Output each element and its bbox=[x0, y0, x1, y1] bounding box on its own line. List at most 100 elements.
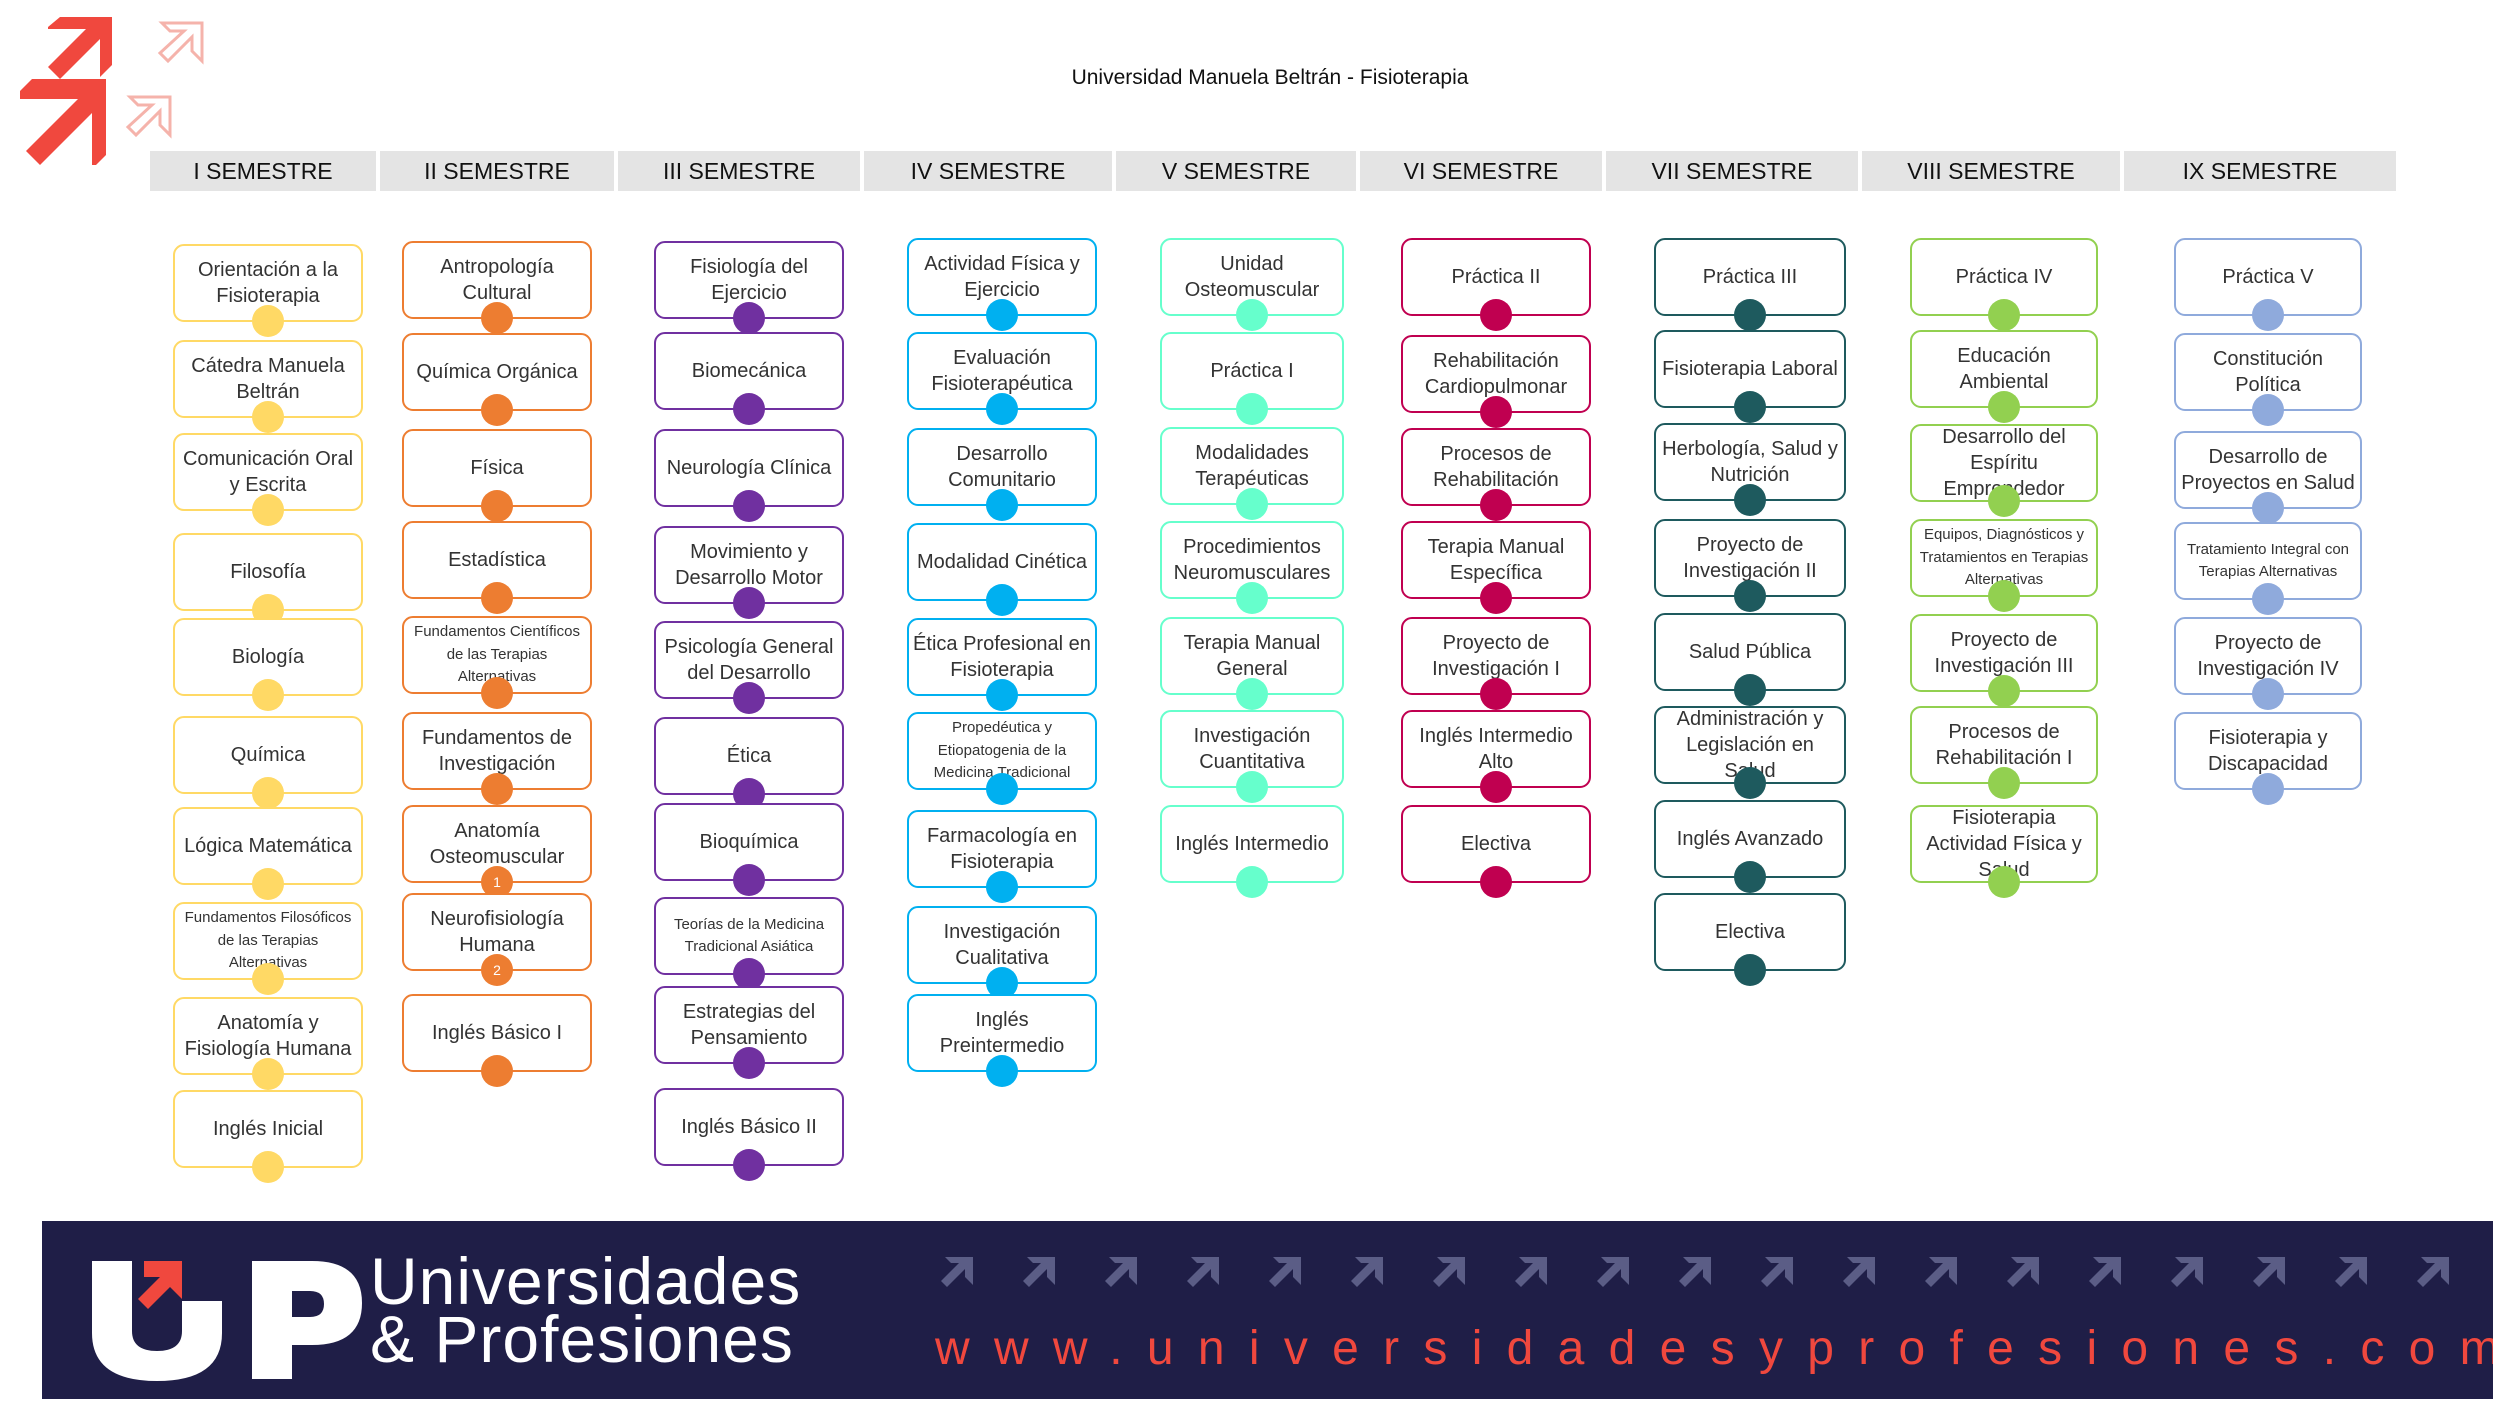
decorative-arrow-icon bbox=[1679, 1257, 1711, 1287]
course-connector-dot bbox=[1236, 582, 1268, 614]
semester-header-3: III SEMESTRE bbox=[618, 151, 864, 191]
course-connector-dot bbox=[481, 582, 513, 614]
course-connector-dot bbox=[1734, 391, 1766, 423]
course-name: Actividad Física y Ejercicio bbox=[924, 253, 1080, 301]
course-connector-dot bbox=[986, 393, 1018, 425]
course-card: Movimiento y Desarrollo Motor bbox=[654, 526, 844, 619]
course-card: Inglés Básico II bbox=[654, 1088, 844, 1181]
course-name: Proyecto de Investigación II bbox=[1683, 534, 1817, 582]
course-name: Inglés Intermedio Alto bbox=[1419, 725, 1573, 773]
page-title: Universidad Manuela Beltrán - Fisioterap… bbox=[1071, 66, 1469, 89]
course-name: Práctica III bbox=[1702, 266, 1798, 288]
course-connector-dot bbox=[1480, 489, 1512, 521]
course-card: Neurología Clínica bbox=[654, 429, 844, 522]
course-connector-dot bbox=[986, 299, 1018, 331]
course-card: Investigación Cualitativa bbox=[907, 906, 1097, 999]
course-card: Inglés Intermedio bbox=[1160, 805, 1344, 898]
course-name: Inglés Intermedio bbox=[1175, 833, 1329, 855]
course-card: Práctica III bbox=[1654, 238, 1846, 331]
course-name: Ética bbox=[726, 745, 772, 767]
course-card: Bioquímica bbox=[654, 803, 844, 896]
course-card: Estrategias del Pensamiento bbox=[654, 986, 844, 1079]
course-name: Terapia Manual Específica bbox=[1427, 536, 1565, 584]
course-connector-dot bbox=[1480, 396, 1512, 428]
semester-header-7: VII SEMESTRE bbox=[1606, 151, 1862, 191]
course-name: Estadística bbox=[448, 549, 546, 571]
course-card: Procedimientos Neuromusculares bbox=[1160, 521, 1344, 614]
course-connector-dot bbox=[733, 587, 765, 619]
course-card: Procesos de Rehabilitación I bbox=[1910, 706, 2098, 799]
course-name: Investigación Cuantitativa bbox=[1193, 725, 1311, 773]
course-card: Propedéutica y Etiopatogenia de la Medic… bbox=[907, 712, 1097, 805]
course-connector-dot bbox=[986, 489, 1018, 521]
course-name: Fundamentos Filosóficos de las Terapias … bbox=[184, 909, 352, 971]
course-card: Salud Pública bbox=[1654, 613, 1846, 706]
semester-header-2: II SEMESTRE bbox=[380, 151, 618, 191]
course-card: Neurofisiología Humana 2 bbox=[402, 893, 592, 986]
course-card: Química Orgánica bbox=[402, 333, 592, 426]
footer-banner: Universidades & Profesiones www.universi… bbox=[42, 1221, 2493, 1399]
decorative-arrow-icon bbox=[1023, 1257, 1055, 1287]
course-connector-dot bbox=[1480, 678, 1512, 710]
course-name: Desarrollo Comunitario bbox=[948, 443, 1056, 491]
course-name: Práctica V bbox=[2222, 266, 2314, 288]
course-card: Herbología, Salud y Nutrición bbox=[1654, 423, 1846, 516]
course-name: Tratamiento Integral con Terapias Altern… bbox=[2186, 540, 2350, 581]
course-card: Equipos, Diagnósticos y Tratamientos en … bbox=[1910, 519, 2098, 612]
course-card: Biomecánica bbox=[654, 332, 844, 425]
semester-header-5: V SEMESTRE bbox=[1116, 151, 1360, 191]
course-connector-dot bbox=[481, 773, 513, 805]
course-connector-dot bbox=[986, 871, 1018, 903]
course-connector-dot bbox=[252, 1151, 284, 1183]
course-card: Lógica Matemática bbox=[173, 807, 363, 900]
course-name: Antropología Cultural bbox=[440, 256, 554, 304]
course-connector-dot bbox=[1734, 674, 1766, 706]
course-card: Práctica II bbox=[1401, 238, 1591, 331]
decorative-arrow-icon bbox=[2007, 1257, 2039, 1287]
decorative-arrow-icon bbox=[1105, 1257, 1137, 1287]
semester-header-bar: I SEMESTRE II SEMESTRE III SEMESTRE IV SEME… bbox=[150, 151, 2400, 191]
course-card: Fisioterapia y Discapacidad bbox=[2174, 712, 2362, 805]
course-connector-dot bbox=[986, 773, 1018, 805]
course-connector-dot bbox=[1734, 767, 1766, 799]
course-card: Constitución Política bbox=[2174, 333, 2362, 426]
course-name: Administración y Legislación en Salud bbox=[1676, 708, 1824, 782]
course-name: Herbología, Salud y Nutrición bbox=[1662, 438, 1838, 486]
course-card: Modalidad Cinética bbox=[907, 523, 1097, 616]
decorative-arrow-icon bbox=[941, 1257, 973, 1287]
course-connector-dot bbox=[986, 967, 1018, 999]
course-name: Comunicación Oral y Escrita bbox=[182, 448, 354, 496]
course-connector-dot bbox=[1236, 771, 1268, 803]
course-connector-dot bbox=[733, 490, 765, 522]
course-name: Proyecto de Investigación III bbox=[1934, 629, 2074, 677]
course-connector-dot bbox=[733, 958, 765, 990]
course-name: Teorías de la Medicina Tradicional Asiát… bbox=[673, 915, 825, 956]
course-card: Farmacología en Fisioterapia bbox=[907, 810, 1097, 903]
course-name: Fisiología del Ejercicio bbox=[690, 256, 808, 304]
course-name: Procedimientos Neuromusculares bbox=[1173, 536, 1331, 584]
course-connector-dot bbox=[1236, 299, 1268, 331]
course-connector-dot bbox=[252, 679, 284, 711]
course-card: Proyecto de Investigación IV bbox=[2174, 617, 2362, 710]
prerequisite-badge: 1 bbox=[481, 866, 513, 898]
course-card: Biología bbox=[173, 618, 363, 711]
website-url-link[interactable]: www.universidadesyprofesiones.com bbox=[935, 1322, 2493, 1375]
course-connector-dot bbox=[1480, 582, 1512, 614]
course-connector-dot bbox=[986, 679, 1018, 711]
course-name: Inglés Básico II bbox=[681, 1116, 817, 1138]
course-connector-dot bbox=[252, 305, 284, 337]
course-name: Propedéutica y Etiopatogenia de la Medic… bbox=[933, 719, 1071, 782]
course-connector-dot bbox=[2252, 678, 2284, 710]
course-card: Educación Ambiental bbox=[1910, 330, 2098, 423]
course-connector-dot bbox=[733, 864, 765, 896]
decorative-arrow-icon bbox=[2253, 1257, 2285, 1287]
course-connector-dot bbox=[252, 1058, 284, 1090]
course-card: Investigación Cuantitativa bbox=[1160, 710, 1344, 803]
semester-header-9: IX SEMESTRE bbox=[2124, 151, 2400, 191]
course-card: Anatomía Osteomuscular 1 bbox=[402, 805, 592, 898]
semester-header-1: I SEMESTRE bbox=[150, 151, 380, 191]
course-name: Neurofisiología Humana bbox=[430, 908, 564, 956]
decorative-arrow-icon bbox=[1433, 1257, 1465, 1287]
course-connector-dot bbox=[252, 777, 284, 809]
course-card: Fundamentos Científicos de las Terapias … bbox=[402, 616, 592, 709]
